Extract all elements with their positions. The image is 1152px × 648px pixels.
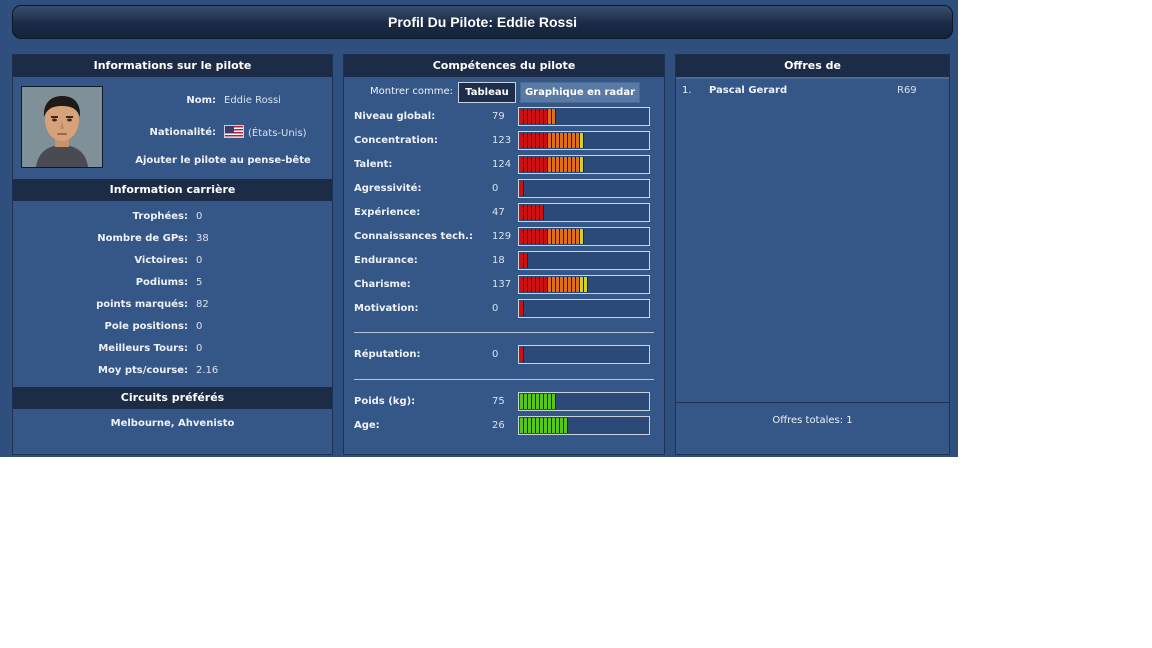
skill-bar	[518, 203, 650, 222]
skill-label: Poids (kg):	[354, 396, 416, 407]
career-label: Pole positions:	[104, 321, 188, 332]
skill-bar	[518, 275, 650, 294]
career-label: Trophées:	[132, 211, 188, 222]
nationality-value: (États-Unis)	[224, 125, 307, 139]
skill-label: Niveau global:	[354, 111, 436, 122]
career-value: 0	[196, 255, 203, 266]
nationality-label: Nationalité:	[149, 127, 216, 138]
skill-label: Agressivité:	[354, 183, 422, 194]
skill-bar-fill	[520, 253, 528, 268]
us-flag-icon	[224, 125, 244, 138]
skill-label: Age:	[354, 420, 380, 431]
add-to-notepad-link[interactable]: Ajouter le pilote au pense-bête	[135, 155, 311, 166]
skill-bar-fill	[520, 205, 544, 220]
skill-label: Endurance:	[354, 255, 418, 266]
offer-rank: 1.	[682, 85, 692, 96]
skill-bar	[518, 392, 650, 411]
skill-label: Réputation:	[354, 349, 421, 360]
skill-label: Talent:	[354, 159, 393, 170]
skill-value: 137	[492, 279, 512, 290]
driver-photo	[21, 86, 103, 168]
career-value: 0	[196, 211, 203, 222]
skill-bar	[518, 155, 650, 174]
skill-bar-fill	[520, 277, 588, 292]
circuits-header: Circuits préférés	[13, 387, 332, 409]
divider	[354, 332, 654, 333]
skill-value: 18	[492, 255, 505, 266]
name-label: Nom:	[186, 95, 216, 106]
skill-bar-fill	[520, 109, 556, 124]
divider	[676, 402, 949, 403]
skill-value: 129	[492, 231, 512, 242]
divider	[354, 379, 654, 380]
career-header: Information carrière	[13, 179, 332, 201]
name-value: Eddie Rossi	[224, 95, 281, 106]
app-window: Profil Du Pilote: Eddie Rossi Informatio…	[0, 0, 958, 457]
skill-bar-fill	[520, 394, 556, 409]
career-label: Moy pts/course:	[98, 365, 188, 376]
career-value: 82	[196, 299, 209, 310]
skill-value: 0	[492, 183, 499, 194]
skill-bar	[518, 299, 650, 318]
career-value: 0	[196, 321, 203, 332]
skill-label: Expérience:	[354, 207, 421, 218]
skill-label: Motivation:	[354, 303, 419, 314]
career-value: 0	[196, 343, 203, 354]
skill-value: 26	[492, 420, 505, 431]
skill-label: Concentration:	[354, 135, 438, 146]
skill-label: Connaissances tech.:	[354, 231, 473, 242]
career-label: Victoires:	[134, 255, 188, 266]
career-value: 5	[196, 277, 203, 288]
skill-value: 75	[492, 396, 505, 407]
skill-bar	[518, 416, 650, 435]
career-label: Nombre de GPs:	[97, 233, 188, 244]
skill-value: 0	[492, 303, 499, 314]
skill-bar	[518, 179, 650, 198]
offers-panel: Offres de 1. Pascal Gerard R69 Offres tota…	[675, 54, 950, 455]
skill-value: 124	[492, 159, 512, 170]
skill-bar-fill	[520, 301, 524, 316]
skill-bar	[518, 107, 650, 126]
skill-bar-fill	[520, 157, 584, 172]
career-label: points marqués:	[96, 299, 188, 310]
skill-value: 79	[492, 111, 505, 122]
skill-value: 0	[492, 349, 499, 360]
offers-header: Offres de	[676, 55, 949, 77]
offer-code: R69	[897, 85, 917, 96]
skill-bar-fill	[520, 418, 568, 433]
table-view-button[interactable]: Tableau	[458, 82, 516, 103]
skill-label: Charisme:	[354, 279, 411, 290]
skill-value: 47	[492, 207, 505, 218]
radar-view-button[interactable]: Graphique en radar	[520, 82, 640, 103]
favorite-circuits: Melbourne, Ahvenisto	[110, 418, 235, 429]
driver-info-header: Informations sur le pilote	[13, 55, 332, 77]
skills-header: Compétences du pilote	[344, 55, 664, 77]
nationality-text: (États-Unis)	[248, 128, 307, 139]
page-title: Profil Du Pilote: Eddie Rossi	[12, 5, 953, 39]
career-label: Podiums:	[135, 277, 188, 288]
show-as-label: Montrer comme:	[370, 86, 453, 97]
skill-value: 123	[492, 135, 512, 146]
career-value: 2.16	[196, 365, 219, 376]
career-value: 38	[196, 233, 209, 244]
skill-bar	[518, 131, 650, 150]
skill-bar	[518, 227, 650, 246]
offers-total: Offres totales: 1	[772, 415, 853, 426]
skill-bar	[518, 251, 650, 270]
skill-bar-fill	[520, 133, 584, 148]
driver-info-panel: Informations sur le pilote Nom: Eddie Ro…	[12, 54, 333, 455]
skill-bar-fill	[520, 229, 584, 244]
divider	[676, 77, 949, 79]
career-label: Meilleurs Tours:	[98, 343, 188, 354]
skill-bar-fill	[520, 347, 524, 362]
offer-team-link[interactable]: Pascal Gerard	[709, 85, 788, 96]
skill-bar-fill	[520, 181, 524, 196]
skills-panel: Compétences du pilote Montrer comme: Tab…	[343, 54, 665, 455]
skill-bar	[518, 345, 650, 364]
